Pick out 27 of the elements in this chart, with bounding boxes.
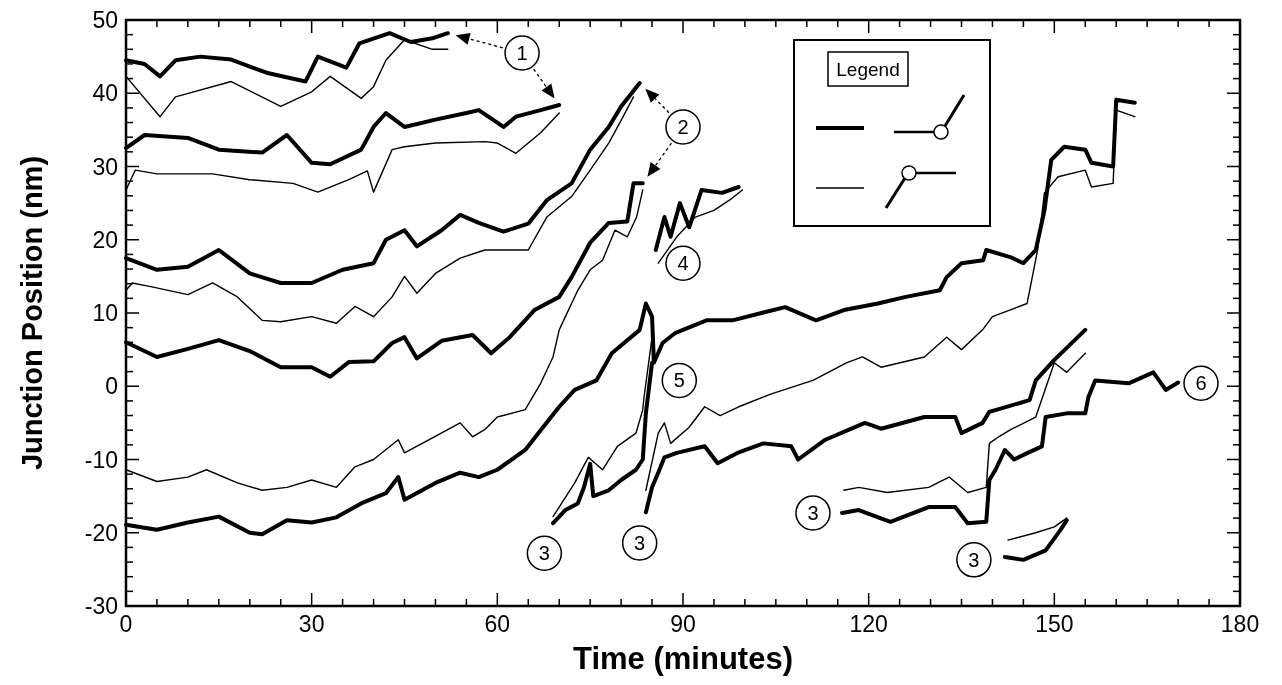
annotation: 3 xyxy=(807,501,819,524)
annotation: 3 xyxy=(968,548,980,571)
x-tick-label: 120 xyxy=(849,611,888,637)
annotation: 5 xyxy=(673,369,685,392)
y-tick-label: -30 xyxy=(84,593,118,619)
annotation: 4 xyxy=(677,252,689,275)
y-tick-label: 50 xyxy=(92,7,118,33)
annotation: 1 xyxy=(516,41,528,64)
y-tick-label: 30 xyxy=(92,153,118,180)
annotation: 6 xyxy=(1195,372,1207,395)
legend-title: Legend xyxy=(836,59,900,80)
annotation: 3 xyxy=(634,532,646,555)
x-tick-label: 90 xyxy=(670,611,696,637)
y-tick-label: 40 xyxy=(92,80,118,107)
y-tick-label: 0 xyxy=(105,373,118,400)
y-tick-label: 10 xyxy=(92,300,118,326)
y-tick-label: 20 xyxy=(92,226,118,253)
annotation: 2 xyxy=(677,115,689,138)
x-axis-title: Time (minutes) xyxy=(573,641,793,676)
x-tick-label: 30 xyxy=(298,611,325,637)
y-tick-label: -10 xyxy=(84,446,118,473)
annotation: 3 xyxy=(538,542,550,565)
x-tick-label: 180 xyxy=(1220,611,1260,637)
y-axis-title: Junction Position (nm) xyxy=(16,155,48,471)
x-tick-label: 60 xyxy=(484,611,511,637)
y-tick-label: -20 xyxy=(84,519,118,546)
x-tick-label: 150 xyxy=(1035,611,1074,637)
